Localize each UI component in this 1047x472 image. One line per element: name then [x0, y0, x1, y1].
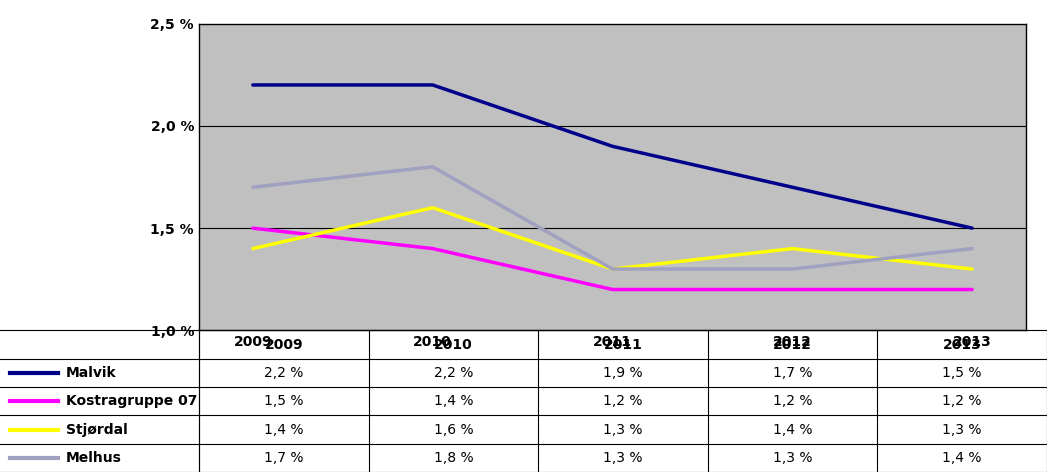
- Text: 1,7 %: 1,7 %: [264, 451, 304, 465]
- Text: 2010: 2010: [433, 337, 473, 352]
- Text: 1,6 %: 1,6 %: [433, 422, 473, 437]
- Text: 2012: 2012: [773, 337, 812, 352]
- Text: 1,4 %: 1,4 %: [942, 451, 982, 465]
- Text: 1,2 %: 1,2 %: [942, 394, 982, 408]
- Text: 1,3 %: 1,3 %: [603, 451, 643, 465]
- Text: 1,4 %: 1,4 %: [264, 422, 304, 437]
- Text: 1,5 %: 1,5 %: [942, 366, 982, 380]
- Text: 1,3 %: 1,3 %: [942, 422, 982, 437]
- Text: Melhus: Melhus: [66, 451, 121, 465]
- Text: 1,4 %: 1,4 %: [433, 394, 473, 408]
- Text: 1,2 %: 1,2 %: [603, 394, 643, 408]
- Text: 1,8 %: 1,8 %: [433, 451, 473, 465]
- Text: Kostragruppe 07: Kostragruppe 07: [66, 394, 197, 408]
- Text: 1,3 %: 1,3 %: [603, 422, 643, 437]
- Text: 1,2 %: 1,2 %: [773, 394, 812, 408]
- Text: 1,5 %: 1,5 %: [264, 394, 304, 408]
- Text: 1,3 %: 1,3 %: [773, 451, 812, 465]
- Text: 2013: 2013: [942, 337, 982, 352]
- Text: 2009: 2009: [265, 337, 303, 352]
- Text: 2,2 %: 2,2 %: [264, 366, 304, 380]
- Text: Malvik: Malvik: [66, 366, 116, 380]
- Text: 1,9 %: 1,9 %: [603, 366, 643, 380]
- Text: 1,7 %: 1,7 %: [773, 366, 812, 380]
- Text: 2,2 %: 2,2 %: [433, 366, 473, 380]
- Text: 2011: 2011: [603, 337, 643, 352]
- Text: 1,4 %: 1,4 %: [773, 422, 812, 437]
- Text: Stjørdal: Stjørdal: [66, 422, 128, 437]
